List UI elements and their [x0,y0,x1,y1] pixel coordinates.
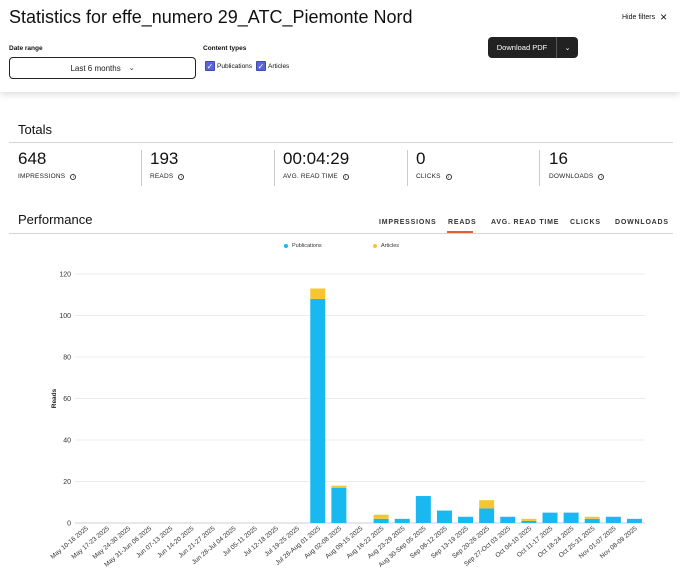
x-tick-label: Jun 14-20 2025 [156,525,195,560]
metric-impressions: 648 IMPRESSIONS i [18,149,77,186]
checkmark-icon: ✓ [256,61,266,71]
legend-articles[interactable]: Articles [373,243,399,249]
bar-articles [331,485,347,488]
bar-articles [373,514,389,519]
chevron-down-icon: ⌄ [128,65,135,72]
tab-clicks[interactable]: CLICKS [570,219,601,226]
bar-publications [415,496,431,523]
bar-publications [626,518,642,523]
tab-impressions[interactable]: IMPRESSIONS [379,219,437,226]
bar-publications [521,520,537,523]
legend-publications[interactable]: Publications [284,243,322,249]
bar-articles [584,516,600,519]
x-tick-label: Jun 07-13 2025 [135,525,174,560]
page-title: Statistics for effe_numero 29_ATC_Piemon… [9,7,413,27]
totals-divider [9,142,673,143]
y-tick-label: 60 [63,396,71,403]
metric-value: 0 [416,149,426,168]
metric-label: IMPRESSIONS [18,173,66,180]
metric-label: CLICKS [416,173,441,180]
bar-publications [479,508,495,523]
legend-label: Publications [292,243,322,249]
bar-publications [331,487,347,523]
filters-header: Statistics for effe_numero 29_ATC_Piemon… [0,0,680,92]
info-icon[interactable]: i [178,173,185,180]
bar-publications [394,518,410,523]
date-range-value: Last 6 months [70,63,121,73]
publications-checkbox-label: Publications [217,62,253,70]
checkmark-icon: ✓ [205,61,215,71]
metric-reads: 193 READS i [150,149,185,186]
bar-articles [479,500,495,509]
legend-dot-publications [284,244,288,248]
bar-publications [563,512,579,523]
metric-avg-read-time: 00:04:29 AVG. READ TIME i [283,150,349,186]
close-icon: × [660,10,668,24]
y-tick-label: 100 [59,313,71,320]
hide-filters-label: Hide filters [622,13,656,21]
info-icon[interactable]: i [70,173,77,180]
metric-downloads: 16 DOWNLOADS i [549,149,605,186]
info-icon[interactable]: i [445,173,452,180]
totals-title: Totals [18,122,52,137]
active-tab-indicator [447,231,473,233]
y-axis-label: Reads [51,388,58,408]
performance-title: Performance [18,212,93,227]
metric-clicks: 0 CLICKS i [416,150,452,186]
bar-publications [310,298,326,523]
tab-avg-read-time[interactable]: AVG. READ TIME [491,219,560,226]
bar-publications [373,518,389,523]
bar-publications [458,516,474,523]
tab-downloads[interactable]: DOWNLOADS [615,219,669,226]
legend-label: Articles [381,243,400,249]
info-icon[interactable]: i [598,173,605,180]
bar-publications [542,512,558,523]
download-options-button[interactable]: ⌄ [556,37,578,58]
articles-checkbox[interactable]: ✓ Articles [256,61,289,71]
chevron-down-icon: ⌄ [564,44,571,52]
performance-divider [9,233,673,234]
date-range-label: Date range [9,45,43,52]
bar-publications [584,518,600,523]
info-icon[interactable]: i [342,173,349,180]
metric-value: 648 [18,149,47,168]
metric-divider [539,150,540,186]
tab-reads[interactable]: READS [448,219,477,226]
articles-checkbox-label: Articles [268,62,290,70]
bar-publications [605,516,621,523]
x-tick-label: Nov 08-09 2025 [599,525,639,560]
y-tick-label: 40 [63,438,71,445]
legend-dot-articles [373,244,377,248]
download-pdf-button[interactable]: Download PDF [488,37,556,58]
publications-checkbox[interactable]: ✓ Publications [205,61,252,71]
metric-value: 00:04:29 [283,149,350,168]
metric-divider [274,150,275,186]
date-range-select[interactable]: Last 6 months ⌄ [9,57,196,79]
y-tick-label: 80 [63,355,71,362]
bar-publications [436,510,452,523]
metric-divider [407,150,408,186]
y-tick-label: 120 [59,272,71,279]
metric-label: AVG. READ TIME [283,173,338,180]
y-tick-label: 20 [63,479,71,486]
y-tick-label: 0 [67,521,71,528]
content-types-label: Content types [203,45,247,52]
metric-divider [141,150,142,186]
bar-articles [310,288,326,299]
download-pdf-label: Download PDF [496,43,548,52]
metric-value: 193 [150,149,179,168]
metric-label: DOWNLOADS [549,173,594,180]
metric-label: READS [150,173,174,180]
hide-filters-button[interactable]: Hide filters × [622,10,668,24]
bar-articles [521,518,537,521]
metric-value: 16 [549,149,568,168]
bar-publications [500,516,516,523]
